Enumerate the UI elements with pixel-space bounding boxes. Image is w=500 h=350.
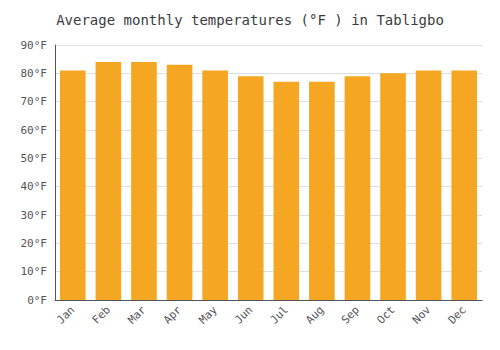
svg-text:90°F: 90°F [21,39,48,52]
svg-text:Jan: Jan [54,303,77,326]
svg-text:Apr: Apr [161,303,184,326]
svg-text:Mar: Mar [125,303,148,326]
svg-text:Dec: Dec [446,303,469,326]
svg-text:May: May [196,303,219,326]
svg-text:80°F: 80°F [21,67,48,80]
svg-text:20°F: 20°F [21,237,48,250]
svg-text:Jul: Jul [268,303,291,326]
svg-text:Oct: Oct [374,303,397,326]
svg-text:0°F: 0°F [27,294,47,307]
svg-text:Average monthly temperatures (: Average monthly temperatures (°F ) in Ta… [56,12,444,28]
svg-text:Nov: Nov [410,303,433,326]
svg-text:30°F: 30°F [21,209,48,222]
svg-text:70°F: 70°F [21,95,48,108]
svg-text:50°F: 50°F [21,152,48,165]
svg-text:Sep: Sep [339,303,362,326]
svg-text:10°F: 10°F [21,265,48,278]
svg-text:Aug: Aug [303,303,326,326]
svg-text:60°F: 60°F [21,124,48,137]
svg-text:40°F: 40°F [21,180,48,193]
svg-text:Jun: Jun [232,303,255,326]
svg-text:Feb: Feb [90,303,113,326]
